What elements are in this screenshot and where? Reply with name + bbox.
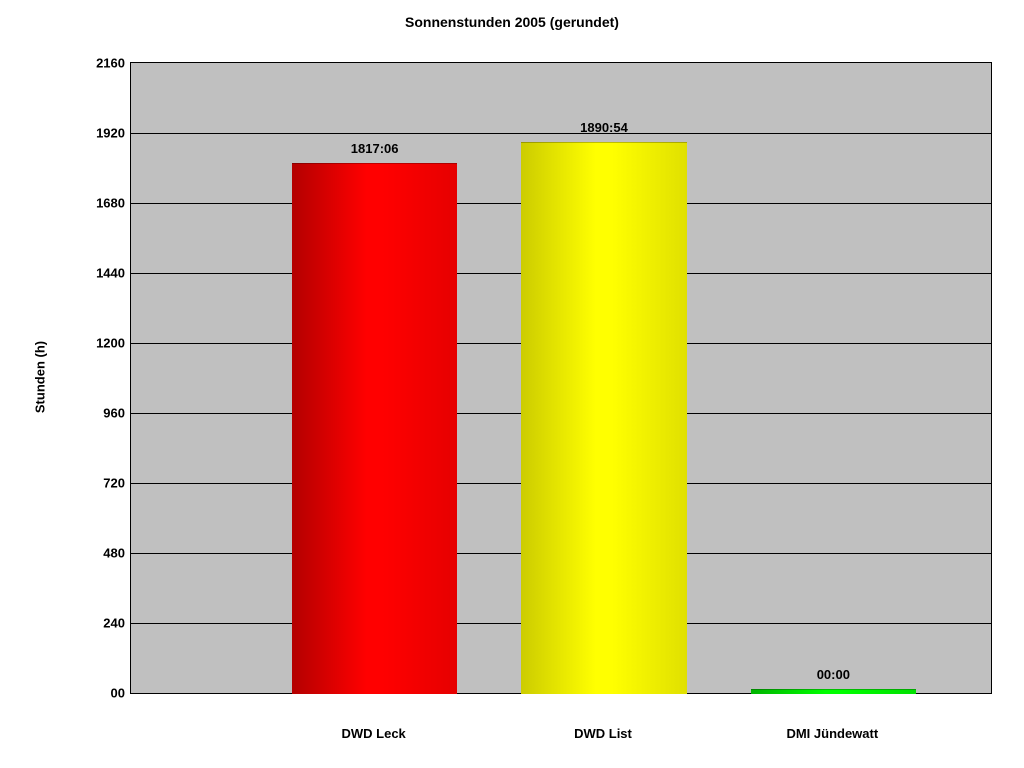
- y-tick-label: 2160: [96, 56, 131, 71]
- y-tick-label: 1680: [96, 196, 131, 211]
- bar: 1890:54: [521, 142, 686, 694]
- y-tick-label: 1200: [96, 336, 131, 351]
- bar-fill: [521, 142, 686, 695]
- bar-value-label: 00:00: [751, 667, 916, 682]
- bar-fill: [751, 689, 916, 694]
- bar: 1817:06: [292, 163, 457, 693]
- chart-title: Sonnenstunden 2005 (gerundet): [0, 14, 1024, 30]
- plot-area: 00240480720960120014401680192021601817:0…: [130, 62, 992, 694]
- y-tick-label: 960: [103, 406, 131, 421]
- bar-value-label: 1817:06: [292, 141, 457, 156]
- y-axis-label: Stunden (h): [33, 341, 48, 413]
- bar-fill: [292, 163, 457, 694]
- category-label: DWD List: [520, 726, 685, 741]
- y-tick-label: 00: [111, 686, 131, 701]
- category-label: DWD Leck: [291, 726, 456, 741]
- category-label: DMI Jündewatt: [750, 726, 915, 741]
- y-tick-label: 1440: [96, 266, 131, 281]
- y-tick-label: 240: [103, 616, 131, 631]
- bar: 00:00: [751, 689, 916, 693]
- y-tick-label: 480: [103, 546, 131, 561]
- y-tick-label: 1920: [96, 126, 131, 141]
- bar-value-label: 1890:54: [521, 120, 686, 135]
- y-tick-label: 720: [103, 476, 131, 491]
